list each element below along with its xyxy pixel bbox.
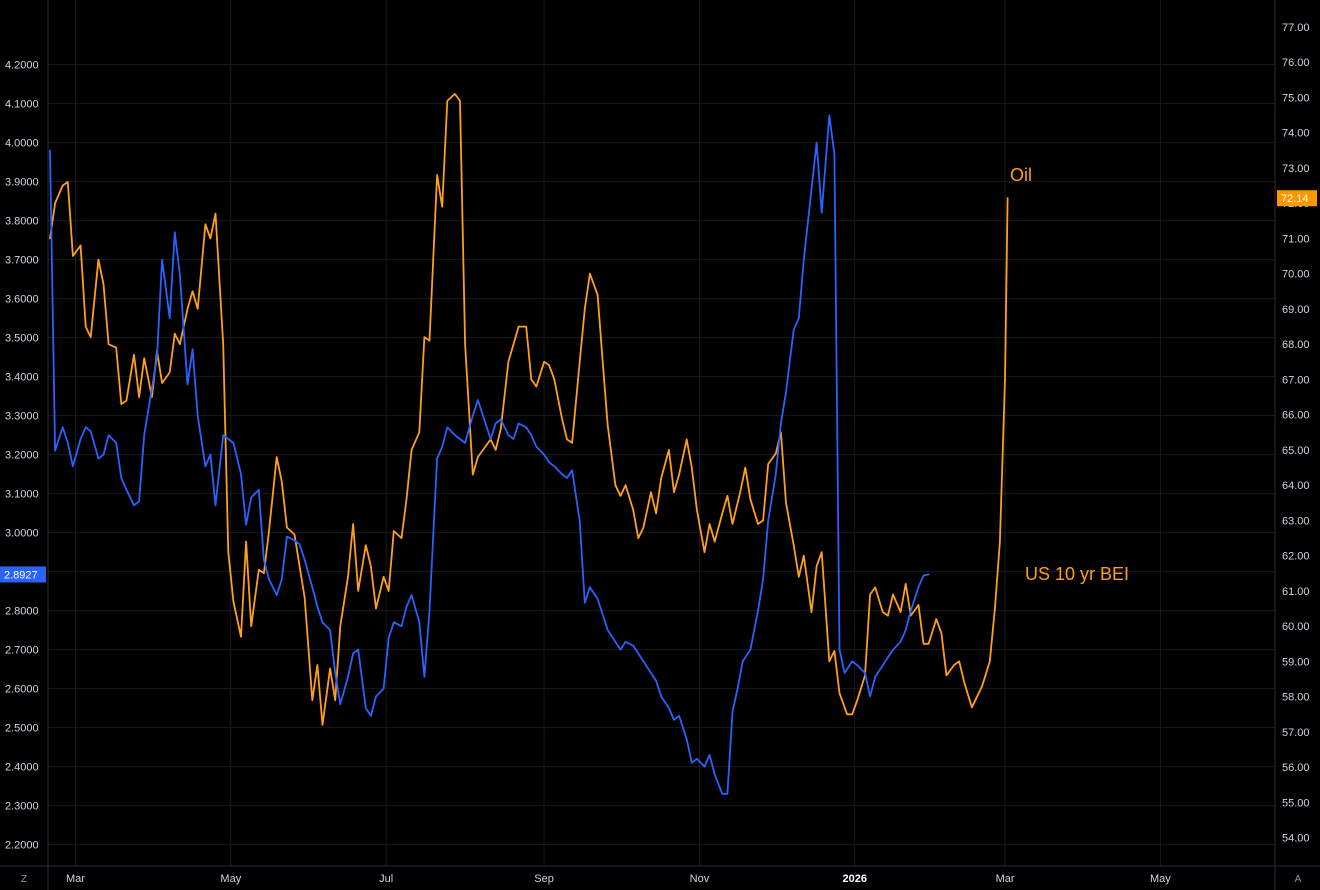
bei-annotation: US 10 yr BEI xyxy=(1025,564,1129,584)
bei-last-value-badge xyxy=(0,566,46,583)
time-tick-label: Sep xyxy=(534,873,554,885)
bei-series-line[interactable] xyxy=(49,114,930,795)
right-tick-label: 66.00 xyxy=(1282,410,1310,422)
right-price-axis[interactable]: 77.0076.0075.0074.0073.0072.0071.0070.00… xyxy=(1282,22,1310,845)
right-tick-label: 54.00 xyxy=(1282,833,1310,845)
time-tick-label: May xyxy=(220,873,241,885)
right-tick-label: 70.00 xyxy=(1282,269,1310,281)
left-tick-label: 2.4000 xyxy=(5,762,39,774)
oil-last-value-label: 72.14 xyxy=(1281,193,1309,205)
right-tick-label: 62.00 xyxy=(1282,551,1310,563)
left-tick-label: 3.2000 xyxy=(5,450,39,462)
right-tick-label: 71.00 xyxy=(1282,233,1310,245)
left-tick-label: 3.8000 xyxy=(5,216,39,228)
right-tick-label: 59.00 xyxy=(1282,656,1310,668)
right-tick-label: 76.00 xyxy=(1282,57,1310,69)
left-tick-label: 2.5000 xyxy=(5,723,39,735)
time-tick-label: Nov xyxy=(690,873,710,885)
time-tick-label: Jul xyxy=(379,873,393,885)
right-tick-label: 61.00 xyxy=(1282,586,1310,598)
left-tick-label: 4.2000 xyxy=(5,60,39,72)
left-tick-label: 3.7000 xyxy=(5,255,39,267)
left-tick-label: 3.1000 xyxy=(5,489,39,501)
left-tick-label: 2.8000 xyxy=(5,606,39,618)
oil-series-line[interactable] xyxy=(49,93,1009,726)
time-axis[interactable]: Mar May Jul Sep Nov 2026 Mar May xyxy=(66,873,1171,885)
left-tick-label: 2.3000 xyxy=(5,801,39,813)
left-tick-label: 4.1000 xyxy=(5,99,39,111)
left-tick-label: 2.7000 xyxy=(5,645,39,657)
time-tick-label: Mar xyxy=(66,873,85,885)
time-tick-label: 2026 xyxy=(843,873,867,885)
left-tick-label: 2.2000 xyxy=(5,840,39,852)
right-tick-label: 69.00 xyxy=(1282,304,1310,316)
right-tick-label: 75.00 xyxy=(1282,92,1310,104)
left-tick-label: 3.0000 xyxy=(5,528,39,540)
right-tick-label: 55.00 xyxy=(1282,797,1310,809)
oil-annotation: Oil xyxy=(1010,165,1032,185)
right-tick-label: 64.00 xyxy=(1282,480,1310,492)
left-tick-label: 4.0000 xyxy=(5,138,39,150)
right-tick-label: 56.00 xyxy=(1282,762,1310,774)
left-tick-label: 2.6000 xyxy=(5,684,39,696)
left-tick-label: 3.3000 xyxy=(5,411,39,423)
right-tick-label: 65.00 xyxy=(1282,445,1310,457)
auto-scale-toggle[interactable]: A xyxy=(1295,874,1302,885)
right-tick-label: 68.00 xyxy=(1282,339,1310,351)
right-tick-label: 74.00 xyxy=(1282,128,1310,140)
left-tick-label: 3.4000 xyxy=(5,372,39,384)
right-tick-label: 58.00 xyxy=(1282,692,1310,704)
right-tick-label: 77.00 xyxy=(1282,22,1310,34)
left-tick-label: 3.5000 xyxy=(5,333,39,345)
bei-last-value-label: 2.8927 xyxy=(4,569,38,581)
right-tick-label: 73.00 xyxy=(1282,163,1310,175)
right-tick-label: 63.00 xyxy=(1282,515,1310,527)
last-value-badges: 2.8927 72.14 xyxy=(0,190,1317,583)
series-layer xyxy=(49,93,1009,795)
right-tick-label: 57.00 xyxy=(1282,727,1310,739)
time-tick-label: Mar xyxy=(996,873,1015,885)
series-annotations: Oil US 10 yr BEI xyxy=(1010,165,1129,584)
right-tick-label: 60.00 xyxy=(1282,621,1310,633)
time-tick-label: May xyxy=(1150,873,1171,885)
left-tick-label: 3.9000 xyxy=(5,177,39,189)
oil-last-value-badge xyxy=(1277,190,1317,207)
right-tick-label: 67.00 xyxy=(1282,374,1310,386)
left-price-axis[interactable]: 4.2000 4.1000 4.0000 3.9000 3.8000 3.7000 3.60… xyxy=(5,60,39,852)
left-tick-label: 3.6000 xyxy=(5,294,39,306)
log-scale-toggle[interactable]: Z xyxy=(21,874,27,885)
